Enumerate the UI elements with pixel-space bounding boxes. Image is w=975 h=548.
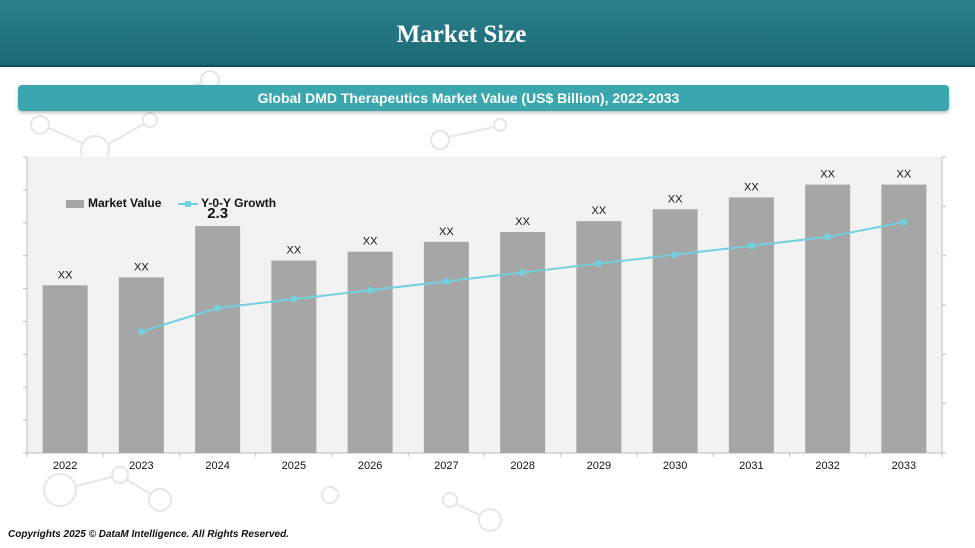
growth-point-2033 [900,219,907,226]
x-tick-label-2030: 2030 [663,460,687,472]
legend-yoy-growth: Y-0-Y Growth [201,196,276,210]
x-tick-label-2032: 2032 [815,460,839,472]
x-tick-label-2031: 2031 [739,460,763,472]
bar-2026 [347,251,393,453]
chart-title: Global DMD Therapeutics Market Value (US… [257,90,680,106]
growth-point-2024 [214,304,221,311]
bar-2025 [271,260,317,453]
legend-bar-swatch [66,200,84,208]
growth-point-2031 [748,242,755,249]
header-bar: Market Size [0,0,975,67]
growth-point-2027 [443,278,450,285]
chart-title-bar: Global DMD Therapeutics Market Value (US… [18,85,949,111]
bar-2027 [423,241,469,453]
bar-2029 [576,221,622,453]
data-label-2032: XX [820,169,835,181]
x-tick-label-2033: 2033 [892,460,916,472]
data-label-2027: XX [439,226,454,238]
growth-point-2032 [824,233,831,240]
data-label-2026: XX [363,236,378,248]
legend-market-value: Market Value [88,196,162,210]
growth-point-2028 [519,269,526,276]
bar-2030 [652,209,698,453]
growth-point-2029 [595,260,602,267]
growth-point-2023 [138,328,145,335]
bar-2031 [728,197,774,453]
growth-point-2026 [367,287,374,294]
bar-2028 [500,231,546,453]
x-tick-label-2026: 2026 [358,460,382,472]
x-tick-label-2025: 2025 [282,460,306,472]
plot-area [27,157,942,453]
x-tick-label-2028: 2028 [510,460,534,472]
x-tick-label-2023: 2023 [129,460,153,472]
x-tick-label-2022: 2022 [53,460,77,472]
data-label-2030: XX [668,193,683,205]
page-title: Market Size [396,21,527,48]
legend-line-marker [185,201,191,207]
x-tick-label-2024: 2024 [205,460,229,472]
data-label-2024: 2.3 [207,205,228,222]
data-label-2029: XX [592,205,607,217]
growth-point-2025 [290,296,297,303]
x-tick-label-2029: 2029 [587,460,611,472]
data-label-2033: XX [897,169,912,181]
bar-2022 [42,285,88,453]
data-label-2031: XX [744,181,759,193]
data-label-2025: XX [287,245,302,257]
data-label-2028: XX [515,216,530,228]
bar-2023 [118,277,164,453]
bar-2033 [881,184,927,454]
data-label-2022: XX [58,269,73,281]
copyright-footer: Copyrights 2025 © DataM Intelligence. Al… [8,529,289,540]
bar-2024 [195,226,241,453]
x-tick-label-2027: 2027 [434,460,458,472]
bar-2032 [805,184,851,454]
data-label-2023: XX [134,261,149,273]
growth-point-2030 [672,251,679,258]
